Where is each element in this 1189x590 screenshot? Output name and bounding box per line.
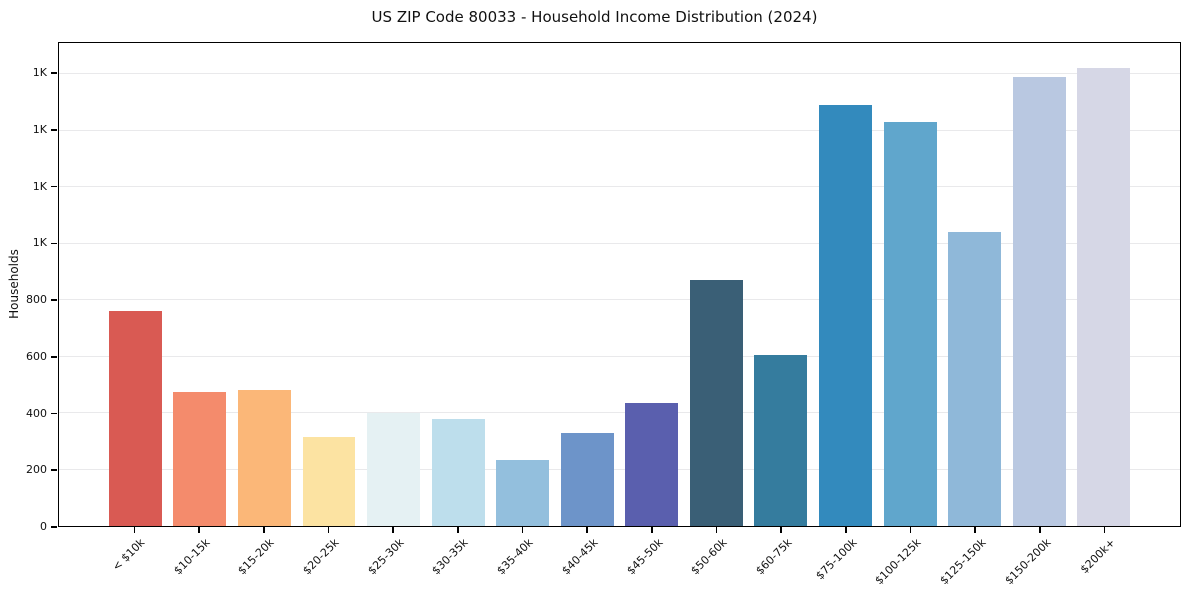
bar-slot: [426, 43, 491, 526]
bar: [819, 105, 872, 526]
plot-area: [58, 42, 1181, 527]
x-tick-label: $25-30k: [365, 536, 407, 578]
bar-slot: [297, 43, 362, 526]
bar: [1012, 76, 1066, 526]
y-axis-tick: [51, 526, 57, 528]
gridline: [59, 73, 1180, 75]
bar: [496, 459, 550, 526]
x-tick-label: $200k+: [1077, 536, 1118, 577]
y-axis-tick: [51, 412, 57, 415]
y-axis-tick: [51, 469, 57, 472]
x-axis-tick: [133, 527, 136, 533]
x-axis-tick: [845, 527, 847, 533]
gridline: [59, 412, 1180, 414]
gridline: [59, 186, 1180, 188]
gridline: [59, 242, 1180, 244]
y-axis-label: Households: [7, 249, 21, 319]
x-axis-tick: [521, 527, 524, 533]
y-tick-label: 800: [26, 293, 47, 307]
x-tick-label: $40-45k: [559, 536, 601, 578]
x-tick-label: $75-100k: [812, 536, 860, 583]
bar: [1077, 68, 1131, 526]
bar-slot: [1071, 43, 1136, 526]
bar: [560, 432, 614, 526]
bar: [237, 390, 291, 526]
bar: [367, 413, 420, 526]
bar: [431, 418, 485, 526]
y-tick-label: 1K: [32, 179, 47, 193]
x-axis-tick: [586, 527, 588, 533]
gridline: [59, 299, 1180, 301]
x-axis-tick: [974, 527, 977, 533]
y-axis-tick: [51, 129, 57, 131]
gridline: [59, 129, 1180, 131]
bar-slot: [1007, 43, 1072, 526]
x-tick-label: $20-25k: [300, 536, 342, 578]
bar: [173, 391, 227, 526]
x-axis-tick: [198, 527, 200, 533]
y-tick-label: 0: [40, 520, 47, 533]
x-tick-label: $125-150k: [937, 536, 989, 588]
x-tick-label: $10-15k: [170, 536, 213, 578]
x-tick-label: $60-75k: [753, 536, 795, 578]
x-tick-label: $100-125k: [872, 536, 924, 588]
bar: [689, 280, 743, 526]
bar-slot: [232, 43, 297, 526]
y-tick-label: 1K: [32, 66, 47, 80]
x-axis-tick: [1039, 527, 1041, 533]
bar: [302, 437, 356, 526]
bar: [108, 311, 162, 526]
x-axis-tick: [327, 527, 330, 533]
bar-slot: [168, 43, 233, 526]
x-axis-tick: [392, 527, 394, 533]
bar-slot: [490, 43, 555, 526]
x-axis-tick: [1103, 527, 1106, 533]
x-tick-label: $50-60k: [688, 536, 730, 578]
grid-layer: [59, 43, 1180, 526]
y-axis-tick: [51, 242, 57, 245]
chart-title: US ZIP Code 80033 - Household Income Dis…: [371, 8, 818, 26]
x-tick-label: $15-20k: [235, 536, 277, 578]
bar-slot: [749, 43, 814, 526]
y-tick-label: 1K: [32, 236, 47, 250]
x-axis-tick: [262, 527, 265, 533]
y-tick-label: 1K: [32, 122, 47, 136]
y-tick-label: 200: [26, 463, 47, 477]
bar-slot: [555, 43, 620, 526]
bar: [754, 355, 808, 526]
x-tick-label: $45-50k: [623, 536, 666, 578]
x-axis-tick: [456, 527, 459, 533]
bar: [883, 122, 937, 526]
y-axis-tick: [51, 72, 57, 74]
y-axis-tick: [51, 299, 57, 301]
bar: [625, 403, 679, 526]
x-axis-tick: [780, 527, 782, 533]
x-tick-label: $35-40k: [494, 536, 536, 578]
bar-slot: [813, 43, 878, 526]
bar-slot: [942, 43, 1007, 526]
x-tick-label: $150-200k: [1002, 536, 1054, 588]
gridline: [59, 355, 1180, 357]
bar: [948, 232, 1002, 526]
y-axis-tick: [51, 356, 57, 358]
y-tick-label: 600: [26, 349, 47, 363]
gridline: [59, 468, 1180, 470]
bar-slot: [361, 43, 426, 526]
x-tick-label: $30-35k: [429, 536, 471, 578]
bar-slot: [620, 43, 685, 526]
x-axis-tick: [909, 527, 912, 533]
bar-slot: [878, 43, 943, 526]
y-axis-tick: [51, 185, 57, 188]
bar-slot: [684, 43, 749, 526]
bars-layer: [59, 43, 1180, 526]
y-tick-label: 400: [26, 406, 47, 420]
bar-slot: [103, 43, 168, 526]
x-axis-tick: [715, 527, 718, 533]
x-axis-tick: [651, 527, 653, 533]
x-tick-label: < $10k: [109, 536, 148, 574]
